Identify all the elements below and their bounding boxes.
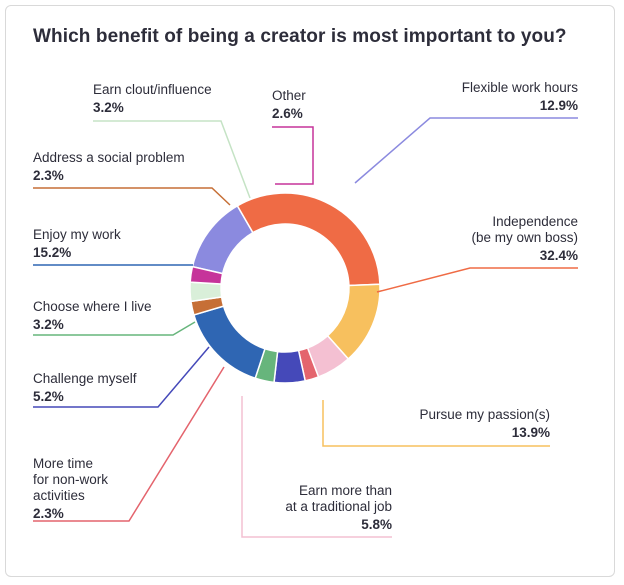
slice-label: Choose where I live [33,299,152,314]
slice-label: Earn clout/influence [93,82,212,97]
slice-value-label: 3.2% [93,100,124,115]
slice-label: for non-work [33,472,108,487]
slice-label: (be my own boss) [471,230,578,245]
slice-value-label: 5.2% [33,389,64,404]
leader-line-more-time-for-non-work-activities [33,366,225,522]
slice-value-label: 15.2% [33,245,71,260]
slice-value-label: 2.3% [33,168,64,183]
leader-line-challenge-myself [33,346,210,408]
slice-value-label: 2.3% [33,506,64,521]
slice-label: More time [33,456,93,471]
slice-enjoy-my-work [192,305,266,380]
leader-line-address-a-social-problem [33,187,231,206]
slice-label: Earn more than [299,483,392,498]
slice-label: Challenge myself [33,371,137,386]
leader-line-earn-more-than-at-a-traditional-job [241,396,392,538]
slice-value-label: 3.2% [33,317,64,332]
slice-value-label: 12.9% [540,98,578,113]
slice-label: Enjoy my work [33,227,121,242]
slice-value-label: 32.4% [540,248,578,263]
slice-value-label: 13.9% [512,425,550,440]
slice-label: Independence [492,214,578,229]
leader-line-earn-clout-influence [93,120,251,199]
slice-label: Pursue my passion(s) [419,407,550,422]
chart-card [5,5,615,577]
leader-line-flexible-work-hours [354,117,578,184]
slice-label: at a traditional job [285,499,392,514]
slice-label: Address a social problem [33,150,185,165]
leader-line-independence-be-my-own-boss [376,267,578,293]
leader-line-choose-where-i-live [33,321,196,336]
slice-label: Other [272,88,306,103]
slice-value-label: 2.6% [272,106,303,121]
slice-label: activities [33,488,85,503]
leader-line-pursue-my-passion-s [322,400,550,447]
slice-label: Flexible work hours [462,80,579,95]
leader-line-other [272,126,314,185]
slice-value-label: 5.8% [361,517,392,532]
slice-independence-be-my-own-boss [236,192,381,287]
slice-other [189,265,224,285]
chart-title: Which benefit of being a creator is most… [33,26,567,47]
